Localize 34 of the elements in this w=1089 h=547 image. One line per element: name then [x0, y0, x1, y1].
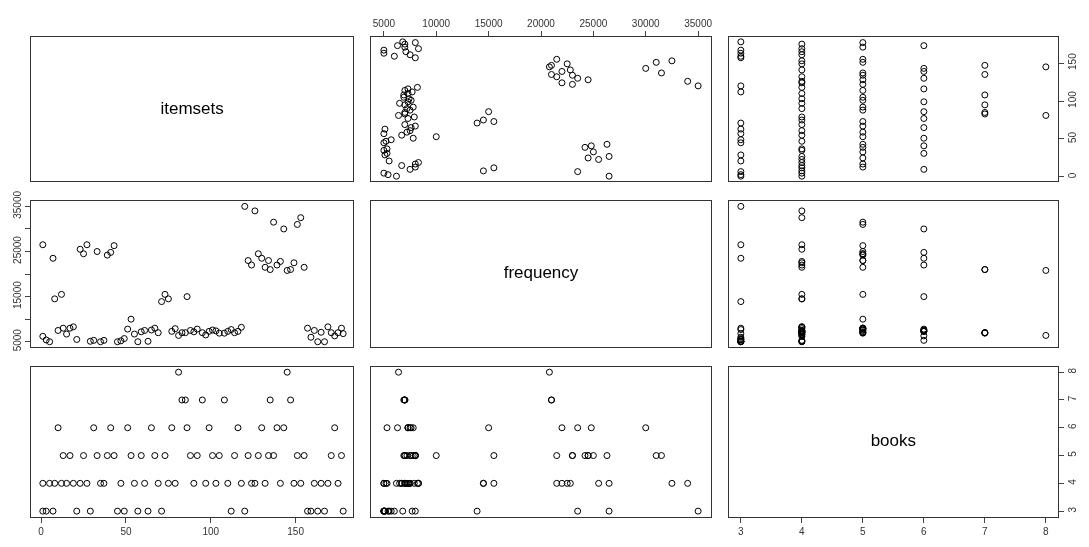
y-tick-label: 0	[1067, 172, 1079, 179]
x-tick-label: 3	[738, 525, 745, 537]
text: itemsets	[160, 98, 224, 118]
y-tick-label: 4	[1067, 478, 1079, 485]
x-tick-label: 10000	[422, 18, 451, 30]
x-tick-label: 0	[38, 525, 45, 537]
x-tick-label: 5000	[372, 18, 396, 30]
y-tick-label: 100	[1067, 90, 1079, 108]
y-tick-label: 8	[1067, 367, 1079, 374]
y-tick-label: 7	[1067, 395, 1079, 402]
x-tick-label: 35000	[684, 18, 713, 30]
x-tick-label: 20000	[527, 18, 556, 30]
x-tick-label: 8	[1043, 525, 1050, 537]
x-tick-label: 100	[202, 525, 220, 537]
y-tick-label: 6	[1067, 423, 1079, 430]
text: books	[870, 430, 917, 450]
x-tick-label: 7	[982, 525, 989, 537]
x-tick-label: 6	[921, 525, 928, 537]
text: frequency	[503, 263, 579, 283]
y-tick-label: 3	[1067, 506, 1079, 513]
y-tick-label: 35000	[11, 190, 23, 219]
x-tick-label: 4	[799, 525, 806, 537]
x-tick-label: 5	[860, 525, 867, 537]
y-tick-label: 150	[1067, 52, 1079, 70]
y-tick-label: 50	[1067, 131, 1079, 144]
x-tick-label: 15000	[474, 18, 503, 30]
x-tick-label: 150	[287, 525, 305, 537]
x-tick-label: 30000	[631, 18, 661, 30]
y-tick-label: 15000	[11, 280, 23, 310]
y-tick-label: 25000	[11, 235, 23, 264]
x-tick-label: 50	[120, 525, 132, 537]
x-tick-label: 25000	[579, 18, 608, 30]
y-tick-label: 5000	[11, 328, 23, 352]
y-tick-label: 5	[1067, 450, 1079, 457]
